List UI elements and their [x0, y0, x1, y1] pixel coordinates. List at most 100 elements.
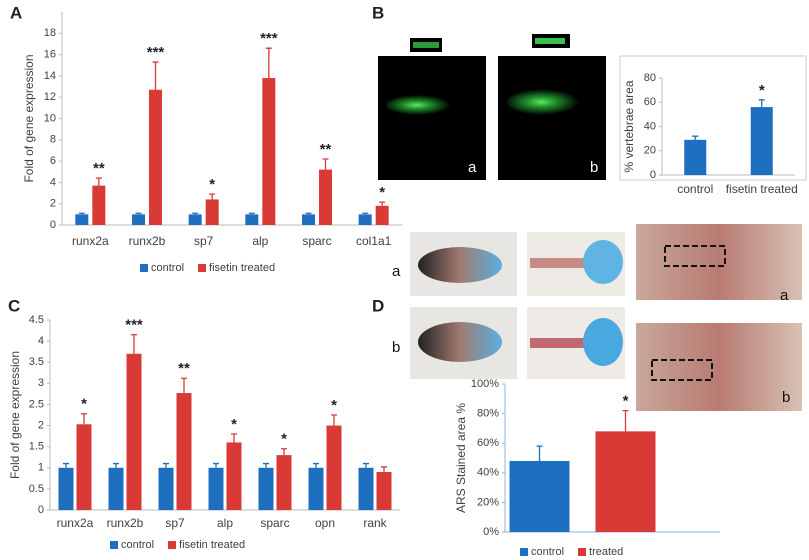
legend-swatch: [110, 541, 118, 549]
y-tick-label: 16: [44, 49, 56, 61]
significance-label: *: [623, 393, 629, 410]
y-tick-label: 40%: [477, 467, 499, 479]
error-bar: [63, 462, 69, 468]
error-bar: [313, 462, 319, 468]
error-bar: [622, 409, 629, 432]
error-bar: [758, 99, 765, 108]
y-axis-label: Fold of gene expression: [8, 351, 22, 479]
panel-letter: D: [372, 296, 384, 315]
image-label: b: [782, 389, 790, 406]
error-bar: [131, 334, 137, 354]
y-tick-label: 80: [644, 72, 656, 84]
image-label: a: [780, 287, 789, 304]
y-axis-label: ARS Stained area %: [454, 403, 468, 513]
x-tick-label: rank: [363, 516, 387, 530]
y-tick-label: 80%: [477, 408, 499, 420]
significance-label: *: [209, 176, 215, 193]
bar: [258, 467, 274, 510]
error-bar: [263, 462, 269, 468]
x-tick-label: runx2a: [57, 516, 94, 530]
error-bar: [322, 158, 329, 170]
bar: [750, 107, 773, 175]
error-bar: [331, 414, 337, 426]
y-tick-label: 0: [38, 504, 44, 516]
legend-label: control: [121, 539, 154, 551]
bar: [319, 169, 332, 225]
bar: [149, 89, 162, 226]
x-tick-label: fisetin treated: [726, 182, 798, 196]
bar: [684, 139, 707, 175]
error-bar: [381, 466, 387, 472]
x-tick-label: sp7: [165, 516, 185, 530]
y-tick-label: 0.5: [29, 483, 44, 495]
significance-label: **: [178, 360, 190, 377]
error-bar: [231, 433, 237, 443]
significance-label: *: [231, 416, 237, 433]
bar: [108, 467, 124, 510]
bar: [308, 467, 324, 510]
bar: [126, 353, 142, 510]
bar: [226, 442, 242, 510]
error-bar: [209, 193, 216, 200]
error-bar: [181, 377, 187, 394]
y-axis-label: % vertebrae area: [622, 80, 636, 172]
legend-swatch: [198, 264, 207, 272]
bar: [58, 467, 74, 510]
error-bar: [113, 462, 119, 468]
legend-swatch: [520, 548, 528, 556]
y-tick-label: 20%: [477, 496, 499, 508]
error-bar: [305, 212, 312, 215]
error-bar: [536, 445, 543, 461]
significance-label: *: [281, 431, 287, 448]
y-tick-label: 1: [38, 462, 44, 474]
y-tick-label: 60: [644, 96, 656, 108]
legend-label: fisetin treated: [209, 262, 275, 274]
error-bar: [213, 462, 219, 468]
y-tick-label: 6: [50, 155, 56, 167]
bar: [245, 214, 259, 225]
bar: [92, 185, 106, 225]
y-tick-label: 10: [44, 112, 56, 124]
error-bar: [192, 212, 199, 215]
y-tick-label: 1.5: [29, 441, 44, 453]
bar: [376, 472, 392, 510]
x-tick-label: sparc: [302, 234, 331, 248]
x-tick-label: sparc: [260, 516, 289, 530]
y-tick-label: 60%: [477, 437, 499, 449]
significance-label: ***: [260, 30, 278, 47]
significance-label: **: [320, 141, 332, 158]
panel-letter: C: [8, 296, 20, 315]
legend-label: control: [151, 262, 184, 274]
error-bar: [152, 61, 159, 90]
y-tick-label: 14: [44, 70, 56, 82]
bar: [276, 455, 292, 510]
legend-swatch: [140, 264, 148, 272]
error-bar: [362, 212, 369, 215]
significance-label: ***: [147, 44, 165, 61]
significance-label: *: [379, 184, 385, 201]
bar: [176, 393, 192, 510]
bar: [358, 467, 374, 510]
bar: [595, 431, 656, 532]
significance-label: ***: [125, 317, 143, 334]
bar: [375, 205, 389, 225]
x-tick-label: alp: [252, 234, 268, 248]
legend-swatch: [168, 541, 177, 549]
significance-label: *: [81, 396, 87, 413]
y-tick-label: 8: [50, 134, 56, 146]
y-tick-label: 4: [50, 176, 56, 188]
bar: [132, 214, 145, 225]
panel-letter: A: [10, 3, 22, 22]
stained-images: a b a b: [392, 224, 802, 411]
y-tick-label: 0%: [483, 526, 499, 538]
error-bar: [163, 462, 169, 468]
x-tick-label: runx2b: [107, 516, 144, 530]
significance-label: **: [93, 160, 105, 177]
y-tick-label: 40: [644, 120, 656, 132]
y-tick-label: 4.5: [29, 314, 44, 326]
error-bar: [248, 212, 255, 215]
y-tick-label: 2: [38, 419, 44, 431]
error-bar: [78, 212, 85, 215]
error-bar: [363, 462, 369, 468]
